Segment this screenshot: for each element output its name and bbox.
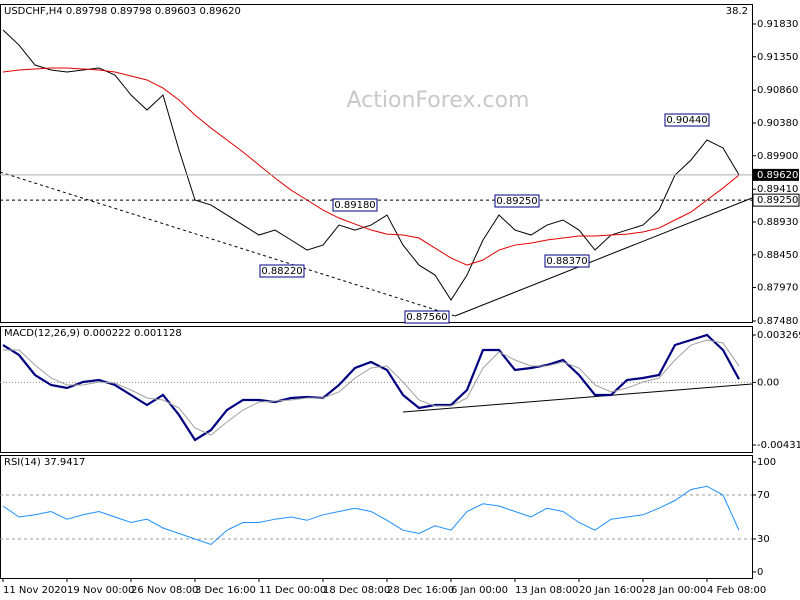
series-line bbox=[2, 485, 740, 546]
y-tick-label: -0.004316 bbox=[757, 440, 800, 451]
annotation: 0.90440 bbox=[666, 115, 707, 126]
x-tick-label: 19 Nov 00:00 bbox=[67, 585, 134, 596]
annotation: 0.88220 bbox=[261, 266, 302, 277]
annotation-box bbox=[544, 254, 590, 268]
x-tick-label: 3 Dec 16:00 bbox=[195, 585, 256, 596]
annotation-box bbox=[664, 113, 710, 127]
price-label: 0.89620 bbox=[757, 170, 798, 181]
y-tick-label: 0 bbox=[757, 567, 763, 578]
panel-title: MACD(12,26,9) 0.000222 0.001128 bbox=[4, 328, 182, 339]
rsi-panel bbox=[0, 455, 753, 579]
y-tick-label: 0.87970 bbox=[757, 283, 798, 294]
price-label-box bbox=[752, 193, 800, 207]
annotation: 0.88370 bbox=[546, 256, 587, 267]
price-label: 0.89250 bbox=[757, 195, 798, 206]
price-panel bbox=[0, 4, 753, 323]
trend-line bbox=[402, 383, 753, 413]
corner-label: 38.2 bbox=[726, 6, 748, 17]
y-tick-label: 0.90380 bbox=[757, 118, 798, 129]
series-line bbox=[3, 339, 740, 436]
annotation-box bbox=[259, 264, 305, 278]
x-tick-label: 28 Jan 00:00 bbox=[643, 585, 706, 596]
y-tick-label: 70 bbox=[757, 490, 770, 501]
annotation-box bbox=[332, 198, 378, 212]
annotation: 0.87560 bbox=[406, 312, 447, 323]
x-tick-label: 26 Nov 08:00 bbox=[131, 585, 198, 596]
x-tick-label: 11 Nov 2020 bbox=[3, 585, 67, 596]
x-tick-label: 18 Dec 08:00 bbox=[323, 585, 390, 596]
x-tick-label: 4 Feb 08:00 bbox=[707, 585, 766, 596]
y-tick-label: 0.88450 bbox=[757, 250, 798, 261]
annotation-box bbox=[404, 310, 450, 324]
y-tick-label: 0.89900 bbox=[757, 151, 798, 162]
watermark: ActionForex.com bbox=[347, 88, 530, 113]
series-line bbox=[2, 29, 740, 301]
trend-line bbox=[0, 171, 456, 317]
macd-panel bbox=[0, 326, 753, 453]
y-tick-label: 0.91830 bbox=[757, 19, 798, 30]
y-tick-label: 0.00 bbox=[757, 377, 779, 388]
annotation: 0.89180 bbox=[334, 200, 375, 211]
y-tick-label: 0.003269 bbox=[757, 330, 800, 341]
price-label-box bbox=[753, 168, 799, 181]
x-tick-label: 20 Jan 16:00 bbox=[579, 585, 642, 596]
y-tick-label: 0.88930 bbox=[757, 217, 798, 228]
y-tick-label: 100 bbox=[757, 457, 776, 468]
annotation: 0.89250 bbox=[496, 196, 537, 207]
x-tick-label: 28 Dec 16:00 bbox=[387, 585, 454, 596]
series-line bbox=[2, 67, 740, 266]
panel-title: RSI(14) 37.9417 bbox=[4, 457, 85, 468]
y-tick-label: 0.87480 bbox=[757, 316, 798, 327]
x-tick-label: 13 Jan 08:00 bbox=[515, 585, 578, 596]
trend-line bbox=[454, 197, 753, 317]
x-tick-label: 6 Jan 00:00 bbox=[451, 585, 508, 596]
series-line bbox=[2, 333, 740, 442]
annotation-box bbox=[494, 194, 540, 208]
y-tick-label: 0.91350 bbox=[757, 52, 798, 63]
panel-title: USDCHF,H4 0.89798 0.89798 0.89603 0.8962… bbox=[4, 6, 241, 17]
x-tick-label: 11 Dec 00:00 bbox=[259, 585, 326, 596]
y-tick-label: 0.90860 bbox=[757, 85, 798, 96]
y-tick-label: 0.89410 bbox=[757, 184, 798, 195]
y-tick-label: 30 bbox=[757, 534, 770, 545]
